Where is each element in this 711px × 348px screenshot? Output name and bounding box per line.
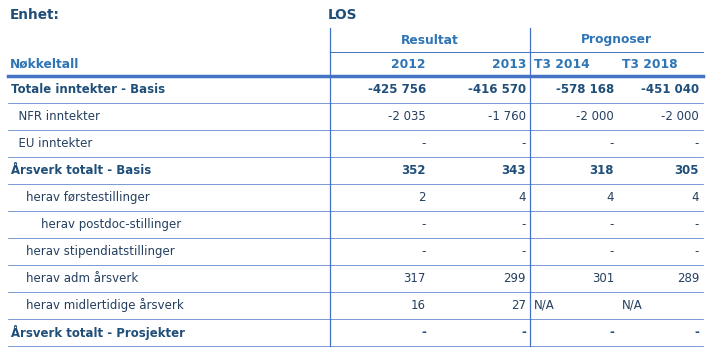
Text: -: - [522,137,526,150]
Text: -: - [609,218,614,231]
Text: -2 000: -2 000 [576,110,614,123]
Text: EU inntekter: EU inntekter [11,137,92,150]
Text: NFR inntekter: NFR inntekter [11,110,100,123]
Text: -: - [609,326,614,339]
Text: Totale inntekter - Basis: Totale inntekter - Basis [11,83,165,96]
Text: -451 040: -451 040 [641,83,699,96]
Text: -: - [422,245,426,258]
Text: 299: 299 [503,272,526,285]
Text: 2013: 2013 [491,57,526,71]
Text: LOS: LOS [328,8,358,22]
Text: -425 756: -425 756 [368,83,426,96]
Text: -: - [522,218,526,231]
Text: 2: 2 [419,191,426,204]
Text: -: - [694,326,699,339]
Text: Årsverk totalt - Prosjekter: Årsverk totalt - Prosjekter [11,325,185,340]
Text: herav stipendiatstillinger: herav stipendiatstillinger [11,245,175,258]
Text: 16: 16 [411,299,426,312]
Text: -: - [522,245,526,258]
Text: T3 2014: T3 2014 [534,57,589,71]
Text: -: - [422,218,426,231]
Text: Årsverk totalt - Basis: Årsverk totalt - Basis [11,164,151,177]
Text: 343: 343 [501,164,526,177]
Text: 4: 4 [606,191,614,204]
Text: 27: 27 [511,299,526,312]
Text: Prognoser: Prognoser [581,33,652,47]
Text: -: - [695,245,699,258]
Text: Resultat: Resultat [401,33,459,47]
Text: 4: 4 [692,191,699,204]
Text: 2012: 2012 [392,57,426,71]
Text: N/A: N/A [534,299,555,312]
Text: -: - [521,326,526,339]
Text: Nøkkeltall: Nøkkeltall [10,57,80,71]
Text: -: - [421,326,426,339]
Text: -: - [609,245,614,258]
Text: herav førstestillinger: herav førstestillinger [11,191,150,204]
Text: 317: 317 [404,272,426,285]
Text: herav adm årsverk: herav adm årsverk [11,272,138,285]
Text: -: - [695,137,699,150]
Text: -416 570: -416 570 [468,83,526,96]
Text: herav postdoc-stillinger: herav postdoc-stillinger [11,218,181,231]
Text: -2 035: -2 035 [388,110,426,123]
Text: -: - [422,137,426,150]
Text: 4: 4 [518,191,526,204]
Text: -2 000: -2 000 [661,110,699,123]
Text: -: - [609,137,614,150]
Text: -578 168: -578 168 [556,83,614,96]
Text: -: - [695,218,699,231]
Text: T3 2018: T3 2018 [622,57,678,71]
Text: herav midlertidige årsverk: herav midlertidige årsverk [11,299,183,313]
Text: Enhet:: Enhet: [10,8,60,22]
Text: N/A: N/A [622,299,643,312]
Text: 318: 318 [589,164,614,177]
Text: 289: 289 [677,272,699,285]
Text: 352: 352 [402,164,426,177]
Text: 301: 301 [592,272,614,285]
Text: -1 760: -1 760 [488,110,526,123]
Text: 305: 305 [675,164,699,177]
